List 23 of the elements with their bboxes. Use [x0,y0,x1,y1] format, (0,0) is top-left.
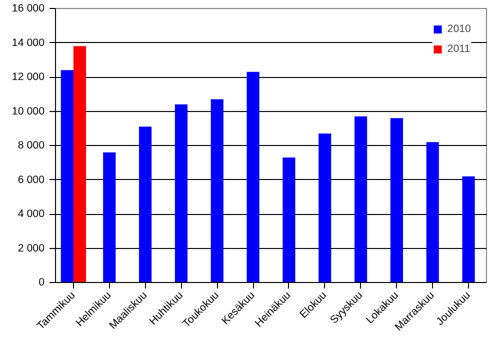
bar [318,134,332,282]
y-tick-label: 6 000 [18,174,45,186]
bar [210,99,224,282]
bar [390,118,403,282]
bar [174,104,188,282]
y-tick-label: 8 000 [18,140,45,152]
bar [426,142,439,282]
y-tick-label: 2 000 [18,242,45,254]
bar [103,152,116,282]
bar [139,126,152,282]
bar [246,72,260,282]
legend-label: 2010 [447,23,471,35]
legend-label: 2011 [447,43,470,55]
y-tick-label: 10 000 [12,105,45,118]
bar [282,157,296,282]
y-tick-label: 12 000 [12,71,45,83]
y-tick-label: 4 000 [18,208,45,220]
y-tick-label: 14 000 [12,36,45,49]
y-tick-label: 16 000 [12,2,45,14]
y-tick-label: 0 [38,276,45,288]
bar [462,176,475,282]
bar [354,116,368,282]
bar [73,46,86,282]
